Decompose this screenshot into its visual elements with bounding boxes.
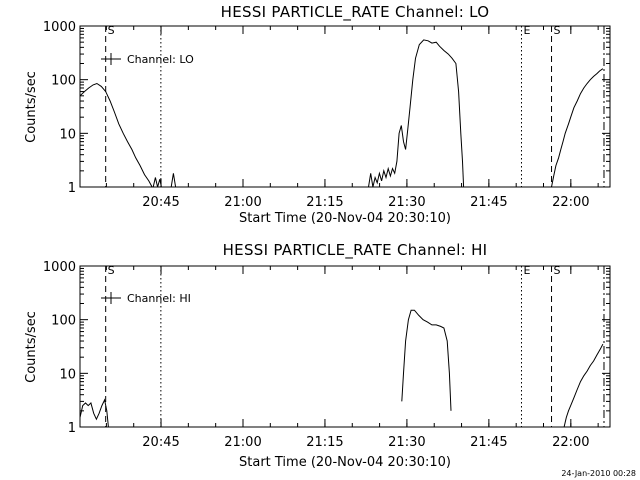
marker-label: S [554,24,561,37]
marker-label: E [523,24,530,37]
x-tick-label: 21:00 [224,195,261,210]
series-line-segment [152,177,162,188]
plot-frame [79,265,611,428]
series-line-segment [551,68,604,188]
y-tick-label: 1 [68,181,76,196]
series-line-segment [79,398,109,428]
chart-title: HESSI PARTICLE_RATE Channel: HI [223,241,488,260]
x-tick-label: 21:30 [388,195,425,210]
plot-frame [79,25,611,188]
y-tick-label: 10 [59,127,76,142]
y-tick-label: 10 [59,367,76,382]
series-line-segment [401,309,452,411]
legend-label: Channel: HI [127,292,191,305]
chart-title: HESSI PARTICLE_RATE Channel: LO [221,3,490,22]
chart-panel-lo: HESSI PARTICLE_RATE Channel: LO Counts/s… [24,3,611,226]
y-axis-label: Counts/sec [24,71,39,143]
x-tick-label: 21:45 [470,435,507,450]
x-tick-label: 20:45 [142,195,179,210]
x-axis-label: Start Time (20-Nov-04 20:30:10) [239,211,451,226]
y-axis-label: Counts/sec [24,311,39,383]
y-tick-label: 1000 [43,20,76,35]
x-tick-label: 21:30 [388,435,425,450]
y-tick-label: 100 [51,314,76,329]
x-tick-label: 21:15 [306,195,343,210]
y-tick-label: 100 [51,74,76,89]
x-tick-label: 20:45 [142,435,179,450]
marker-label: E [523,264,530,277]
series-line-segment [368,39,465,188]
x-axis-label: Start Time (20-Nov-04 20:30:10) [239,455,451,470]
y-tick-label: 1000 [43,260,76,275]
marker-label: S [108,264,115,277]
series-line-segment [563,343,604,428]
marker-label: S [554,264,561,277]
series-line-segment [170,173,177,188]
x-tick-label: 21:15 [306,435,343,450]
y-tick-label: 1 [68,421,76,436]
x-tick-label: 22:00 [552,195,589,210]
footer-date: 24-Jan-2010 00:28 [561,469,636,478]
series-line-segment [79,82,153,188]
x-tick-label: 21:45 [470,195,507,210]
x-tick-label: 21:00 [224,435,261,450]
marker-label: S [108,24,115,37]
chart-panel-hi: HESSI PARTICLE_RATE Channel: HI Counts/s… [24,241,611,470]
x-tick-label: 22:00 [552,435,589,450]
